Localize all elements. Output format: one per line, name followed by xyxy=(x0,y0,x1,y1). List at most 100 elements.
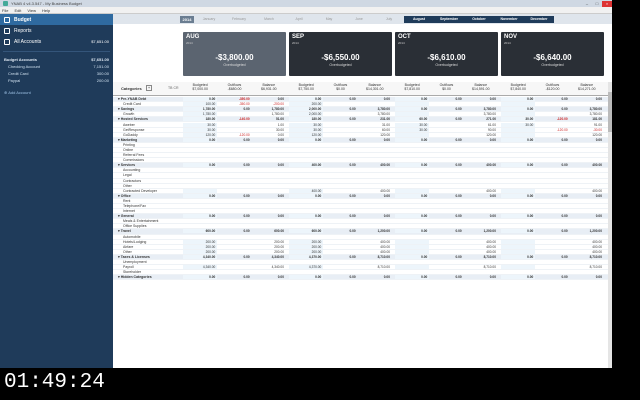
budgeted-cell[interactable]: 0.00 xyxy=(289,97,324,102)
sidebar-item-all-accounts[interactable]: All Accounts $7,651.00 xyxy=(0,36,113,47)
budgeted-cell[interactable]: 30.00 xyxy=(395,122,430,127)
category-row[interactable]: Internet xyxy=(113,209,612,215)
category-group-row[interactable]: ▾ Hidden Categories 0.00 0.00 0.00 0.00 0.00 0… xyxy=(113,275,612,281)
budgeted-cell[interactable]: 0.00 xyxy=(183,163,218,168)
month-tab-february[interactable]: February xyxy=(231,17,246,21)
budgeted-cell[interactable]: 0.00 xyxy=(395,137,430,142)
category-row[interactable]: Credit Card 100.00 -350.00 -200.00 200.00 xyxy=(113,102,612,108)
budgeted-cell[interactable]: 30.00 xyxy=(289,122,324,127)
budgeted-cell[interactable] xyxy=(501,188,536,193)
category-row[interactable]: Airfare 200.00 200.00 200.00 400.00 400.00 400… xyxy=(113,244,612,250)
budgeted-cell[interactable]: 0.00 xyxy=(501,254,536,259)
category-row[interactable]: Commissions xyxy=(113,158,612,164)
budgeted-cell[interactable]: 180.00 xyxy=(183,117,218,122)
budgeted-cell[interactable]: 600.00 xyxy=(183,229,218,234)
budgeted-cell[interactable]: 0.00 xyxy=(501,97,536,102)
budgeted-cell[interactable]: 2,000.00 xyxy=(289,112,324,117)
budgeted-cell[interactable]: 0.00 xyxy=(501,229,536,234)
budgeted-cell[interactable]: 0.00 xyxy=(395,107,430,112)
budgeted-cell[interactable]: 0.00 xyxy=(183,97,218,102)
month-tab-october[interactable]: October xyxy=(464,15,494,23)
budgeted-cell[interactable]: 0.00 xyxy=(395,214,430,219)
category-group-row[interactable]: ▾ Hosted Services 180.00 -140.00 51.00 180.0… xyxy=(113,117,612,123)
category-row[interactable]: Referral Fees xyxy=(113,153,612,159)
budgeted-cell[interactable]: 60.00 xyxy=(395,117,430,122)
category-group-row[interactable]: ▾ Services 0.00 0.00 0.00 400.00 0.00 400.00 0.… xyxy=(113,163,612,169)
budgeted-cell[interactable]: 0.00 xyxy=(501,275,536,280)
category-group-row[interactable]: ▾ Marketing 0.00 0.00 0.00 0.00 0.00 0.00 0.00 0… xyxy=(113,137,612,143)
budgeted-cell[interactable]: 0.00 xyxy=(183,275,218,280)
budgeted-cell[interactable]: 30.00 xyxy=(395,127,430,132)
budgeted-cell[interactable] xyxy=(501,265,536,270)
month-tab-may[interactable]: May xyxy=(325,17,333,21)
category-group-row[interactable]: ▾ Taxes & Licenses 4,340.00 0.00 4,340.00 4,… xyxy=(113,254,612,260)
category-row[interactable]: Contracted Developer 400.00 400.00 400.00 40… xyxy=(113,188,612,194)
budgeted-cell[interactable]: 1,780.00 xyxy=(183,112,218,117)
category-row[interactable]: Unemployment xyxy=(113,260,612,266)
scrollbar[interactable] xyxy=(608,82,612,368)
budgeted-cell[interactable] xyxy=(501,112,536,117)
menu-help[interactable]: Help xyxy=(41,7,51,13)
budgeted-cell[interactable]: 30.00 xyxy=(183,122,218,127)
budgeted-cell[interactable] xyxy=(501,249,536,254)
category-group-row[interactable]: ▾ Office 0.00 0.00 0.00 0.00 0.00 0.00 0.00 0.00… xyxy=(113,193,612,199)
month-tab-september[interactable]: September xyxy=(434,15,464,23)
budgeted-cell[interactable]: 0.00 xyxy=(395,275,430,280)
maximize-icon[interactable]: □ xyxy=(595,1,599,6)
close-icon[interactable]: × xyxy=(602,0,612,7)
category-row[interactable]: Office Supplies xyxy=(113,224,612,230)
account-checking[interactable]: Checking Account 7,151.00 xyxy=(0,63,113,70)
menu-edit[interactable]: Edit xyxy=(14,7,22,13)
month-tab-december[interactable]: December xyxy=(524,15,554,23)
budgeted-cell[interactable]: 30.00 xyxy=(501,117,536,122)
category-group-row[interactable]: ▾ Pre-YNAB Debt 0.00 -350.00 0.00 0.00 0.00 0.… xyxy=(113,97,612,103)
month-tab-march[interactable]: March xyxy=(264,17,274,21)
budgeted-cell[interactable]: 30.00 xyxy=(289,127,324,132)
budgeted-cell[interactable]: 4,340.00 xyxy=(183,265,218,270)
budgeted-cell[interactable] xyxy=(395,265,430,270)
budgeted-cell[interactable]: 4,370.00 xyxy=(289,265,324,270)
budgeted-cell[interactable] xyxy=(501,127,536,132)
account-paypal[interactable]: Paypal 200.00 xyxy=(0,77,113,84)
budgeted-cell[interactable] xyxy=(395,112,430,117)
category-row[interactable]: GoDaddy 120.00 -120.00 0.00 120.00 120.00 120.… xyxy=(113,132,612,138)
category-row[interactable]: Hotels/Lodging 200.00 200.00 200.00 400.00 40… xyxy=(113,239,612,245)
budgeted-cell[interactable]: 0.00 xyxy=(289,137,324,142)
budgeted-cell[interactable] xyxy=(395,102,430,107)
budgeted-cell[interactable]: 400.00 xyxy=(289,188,324,193)
sidebar-item-reports[interactable]: Reports xyxy=(0,25,113,36)
budgeted-cell[interactable]: 0.00 xyxy=(395,193,430,198)
budgeted-cell[interactable]: 0.00 xyxy=(183,193,218,198)
menu-file[interactable]: File xyxy=(2,7,9,13)
category-row[interactable]: Meals & Entertainment xyxy=(113,219,612,225)
budgeted-cell[interactable]: 200.00 xyxy=(289,239,324,244)
budgeted-cell[interactable]: 30.00 xyxy=(183,127,218,132)
category-row[interactable]: Other 200.00 200.00 200.00 400.00 400.00 400.0… xyxy=(113,249,612,255)
add-account-button[interactable]: ⊕ Add Account xyxy=(4,90,109,95)
scrollbar-thumb[interactable] xyxy=(608,92,612,132)
category-group-row[interactable]: ▾ General 0.00 0.00 0.00 0.00 0.00 0.00 0.00 0.0… xyxy=(113,214,612,220)
budgeted-cell[interactable] xyxy=(501,239,536,244)
month-tab-july[interactable]: July xyxy=(385,17,393,21)
budgeted-cell[interactable]: 200.00 xyxy=(183,249,218,254)
budgeted-cell[interactable] xyxy=(501,132,536,137)
budgeted-cell[interactable]: 1,780.00 xyxy=(183,107,218,112)
budgeted-cell[interactable]: 0.00 xyxy=(501,107,536,112)
budgeted-cell[interactable]: 0.00 xyxy=(289,193,324,198)
month-tab-january[interactable]: January xyxy=(202,17,216,21)
month-tab-november[interactable]: November xyxy=(494,15,524,23)
budgeted-cell[interactable]: 200.00 xyxy=(183,239,218,244)
month-tab-april[interactable]: April xyxy=(295,17,303,21)
budgeted-cell[interactable]: 200.00 xyxy=(289,249,324,254)
budgeted-cell[interactable]: 600.00 xyxy=(289,229,324,234)
budgeted-cell[interactable]: 0.00 xyxy=(501,163,536,168)
budgeted-cell[interactable]: 400.00 xyxy=(289,163,324,168)
budgeted-cell[interactable]: 100.00 xyxy=(183,102,218,107)
budgeted-cell[interactable]: 180.00 xyxy=(289,117,324,122)
budgeted-cell[interactable]: 0.00 xyxy=(501,214,536,219)
category-row[interactable]: Legal xyxy=(113,173,612,179)
budgeted-cell[interactable]: 0.00 xyxy=(395,229,430,234)
category-row[interactable]: GetResponse 30.00 30.00 30.00 60.00 30.00 90.0… xyxy=(113,127,612,133)
budgeted-cell[interactable]: 0.00 xyxy=(395,163,430,168)
category-row[interactable]: Automobile xyxy=(113,235,612,240)
